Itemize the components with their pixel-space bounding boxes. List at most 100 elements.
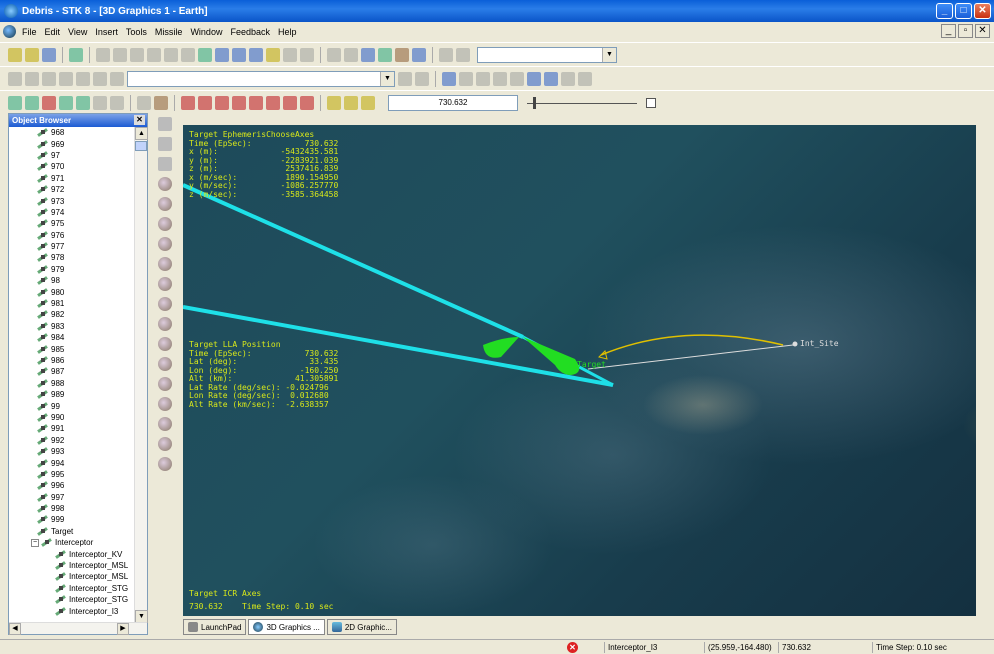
tree-item[interactable]: 982: [9, 309, 135, 320]
reset-animation-icon[interactable]: [181, 95, 195, 110]
play-icon[interactable]: [249, 95, 263, 110]
tool-g-icon[interactable]: [527, 71, 541, 86]
tree-item[interactable]: 992: [9, 435, 135, 446]
tree-item[interactable]: 988: [9, 378, 135, 389]
menu-edit[interactable]: Edit: [44, 27, 61, 37]
menu-window[interactable]: Window: [190, 27, 223, 37]
print-icon[interactable]: [96, 47, 110, 62]
scenario-icon[interactable]: [158, 117, 172, 131]
address-combo[interactable]: ▼: [127, 70, 395, 87]
scroll-right-icon[interactable]: ▶: [117, 623, 129, 635]
missile-icon[interactable]: [158, 217, 172, 231]
tab-2d-graphics[interactable]: 2D Graphic...: [326, 619, 397, 635]
open-icon[interactable]: [25, 47, 39, 62]
window-layout-icon[interactable]: [361, 47, 375, 62]
graph-icon[interactable]: [300, 47, 314, 62]
tree-item[interactable]: 969: [9, 138, 135, 149]
tool-h-icon[interactable]: [544, 71, 558, 86]
tree-item[interactable]: 987: [9, 366, 135, 377]
tree-item-child[interactable]: Interceptor_STG: [9, 583, 135, 594]
tree-item[interactable]: 997: [9, 492, 135, 503]
tab-launchpad[interactable]: LaunchPad: [183, 619, 247, 635]
satellite-icon[interactable]: [158, 177, 172, 191]
tree-item[interactable]: 985: [9, 343, 135, 354]
tree-item[interactable]: 977: [9, 241, 135, 252]
delete-icon[interactable]: [181, 47, 195, 62]
go-icon[interactable]: [398, 71, 412, 86]
tree-item[interactable]: 990: [9, 412, 135, 423]
planet-icon[interactable]: [158, 357, 172, 371]
tree-item[interactable]: 971: [9, 173, 135, 184]
insert-object-icon[interactable]: [69, 47, 83, 62]
chart-icon[interactable]: [395, 47, 409, 62]
tree-vertical-scrollbar[interactable]: ▲ ▼: [134, 127, 148, 623]
document-globe-icon[interactable]: [3, 25, 16, 38]
chevron-down-icon[interactable]: ▼: [380, 71, 394, 86]
figure-of-merit-icon[interactable]: [158, 457, 172, 471]
chain-icon[interactable]: [158, 397, 172, 411]
timeline-icon[interactable]: [361, 95, 375, 110]
web-back-icon[interactable]: [8, 71, 22, 86]
tree-horizontal-scrollbar[interactable]: ◀ ▶: [9, 622, 147, 635]
globe-tool-icon[interactable]: [442, 71, 456, 86]
scroll-up-icon[interactable]: ▲: [135, 127, 148, 140]
grid-icon[interactable]: [327, 47, 341, 62]
web-stop-icon[interactable]: [42, 71, 56, 86]
menu-help[interactable]: Help: [277, 27, 297, 37]
zoom-in-icon[interactable]: [215, 47, 229, 62]
menu-view[interactable]: View: [68, 27, 88, 37]
chevron-down-icon[interactable]: ▼: [602, 47, 616, 62]
tree-item[interactable]: 991: [9, 423, 135, 434]
new-scenario-icon[interactable]: [8, 47, 22, 62]
axes-icon[interactable]: [25, 95, 39, 110]
deck-icon[interactable]: [42, 95, 56, 110]
tree-item[interactable]: 996: [9, 480, 135, 491]
minimize-button[interactable]: _: [936, 3, 953, 19]
time-slider-thumb[interactable]: [533, 96, 536, 109]
tree-item[interactable]: 999: [9, 514, 135, 525]
sensor-icon[interactable]: [59, 95, 73, 110]
mdi-minimize-button[interactable]: _: [941, 24, 956, 38]
tree-item[interactable]: 979: [9, 264, 135, 275]
tab-3d-graphics[interactable]: 3D Graphics ...: [248, 619, 325, 635]
view-icon[interactable]: [137, 95, 151, 110]
collapse-icon[interactable]: −: [31, 538, 39, 547]
tool-j-icon[interactable]: [578, 71, 592, 86]
tool-e-icon[interactable]: [493, 71, 507, 86]
3d-graphics-view[interactable]: Target EphemerisChooseAxes Time (EpSec):…: [183, 125, 976, 616]
play-reverse-icon[interactable]: [215, 95, 229, 110]
cut-icon[interactable]: [130, 47, 144, 62]
map-icon[interactable]: [110, 95, 124, 110]
tree-item[interactable]: 978: [9, 252, 135, 263]
mdi-restore-button[interactable]: ▫: [958, 24, 973, 38]
menu-feedback[interactable]: Feedback: [230, 27, 270, 37]
star-icon[interactable]: [158, 377, 172, 391]
access-icon[interactable]: [412, 47, 426, 62]
maximize-button[interactable]: □: [955, 3, 972, 19]
web-search-icon[interactable]: [93, 71, 107, 86]
mdi-close-button[interactable]: ✕: [975, 24, 990, 38]
tree-item[interactable]: 968: [9, 127, 135, 138]
tree-item[interactable]: 973: [9, 195, 135, 206]
realtime-icon[interactable]: [327, 95, 341, 110]
target-icon[interactable]: [158, 297, 172, 311]
area-target-icon[interactable]: [158, 337, 172, 351]
menu-missile[interactable]: Missile: [154, 27, 183, 37]
ship-icon[interactable]: [158, 237, 172, 251]
favorites-icon[interactable]: [110, 71, 124, 86]
tree-item[interactable]: 994: [9, 457, 135, 468]
properties-icon[interactable]: [266, 47, 280, 62]
web-home-icon[interactable]: [76, 71, 90, 86]
ground-vehicle-icon[interactable]: [158, 257, 172, 271]
tree-item[interactable]: 976: [9, 230, 135, 241]
place-icon[interactable]: [158, 317, 172, 331]
tree-item[interactable]: 998: [9, 503, 135, 514]
step-back-icon[interactable]: [198, 95, 212, 110]
save-icon[interactable]: [42, 47, 56, 62]
home-view-icon[interactable]: [249, 47, 263, 62]
tree-item-child[interactable]: Interceptor_MSL: [9, 571, 135, 582]
tree-item[interactable]: 970: [9, 161, 135, 172]
tree-item[interactable]: 98: [9, 275, 135, 286]
tree-item[interactable]: 974: [9, 207, 135, 218]
zoom-out-icon[interactable]: [232, 47, 246, 62]
